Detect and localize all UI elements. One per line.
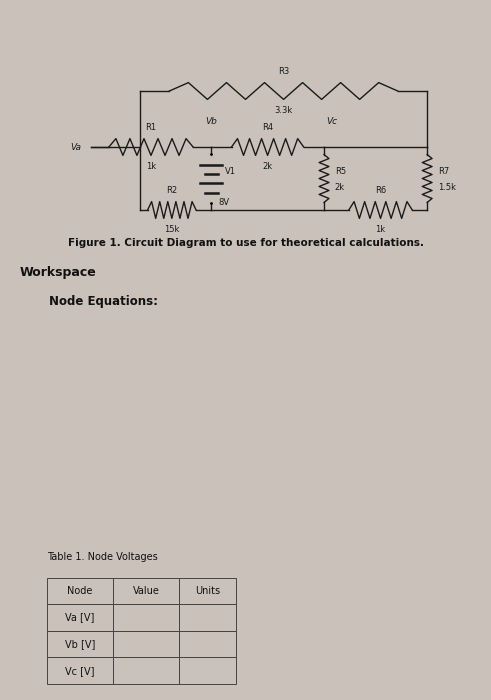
Bar (47, 631, 113, 657)
Text: R4: R4 (262, 122, 273, 132)
Bar (179, 604, 236, 631)
Bar (47, 604, 113, 631)
Text: Value: Value (133, 586, 160, 596)
Bar (179, 578, 236, 604)
Text: 1k: 1k (146, 162, 156, 172)
Bar (179, 657, 236, 684)
Text: Node: Node (67, 586, 92, 596)
Bar (47, 657, 113, 684)
Text: 3.3k: 3.3k (274, 106, 293, 116)
Text: 2k: 2k (335, 183, 345, 192)
Text: R1: R1 (145, 122, 157, 132)
Text: Vb [V]: Vb [V] (65, 639, 95, 649)
Text: 1k: 1k (376, 225, 385, 234)
Text: V1: V1 (225, 167, 236, 176)
Text: Table 1. Node Voltages: Table 1. Node Voltages (47, 552, 158, 562)
Text: 2k: 2k (263, 162, 273, 172)
Text: 1.5k: 1.5k (438, 183, 456, 192)
Text: R3: R3 (278, 66, 289, 76)
Text: R5: R5 (335, 167, 346, 176)
Text: Va [V]: Va [V] (65, 612, 94, 622)
Text: Workspace: Workspace (20, 266, 96, 279)
Text: 15k: 15k (164, 225, 180, 234)
Text: Vb: Vb (205, 117, 217, 126)
Text: R6: R6 (375, 186, 386, 195)
Text: R2: R2 (166, 186, 177, 195)
Text: Units: Units (195, 586, 220, 596)
Bar (47, 578, 113, 604)
Bar (179, 631, 236, 657)
Text: Figure 1. Circuit Diagram to use for theoretical calculations.: Figure 1. Circuit Diagram to use for the… (67, 238, 424, 248)
Text: 8V: 8V (218, 198, 230, 207)
Bar (113, 631, 179, 657)
Text: Vc: Vc (327, 117, 338, 126)
Text: Node Equations:: Node Equations: (49, 295, 158, 309)
Bar (113, 657, 179, 684)
Bar (113, 578, 179, 604)
Text: R7: R7 (438, 167, 449, 176)
Bar (113, 604, 179, 631)
Text: Vc [V]: Vc [V] (65, 666, 95, 675)
Text: Va: Va (70, 143, 81, 151)
